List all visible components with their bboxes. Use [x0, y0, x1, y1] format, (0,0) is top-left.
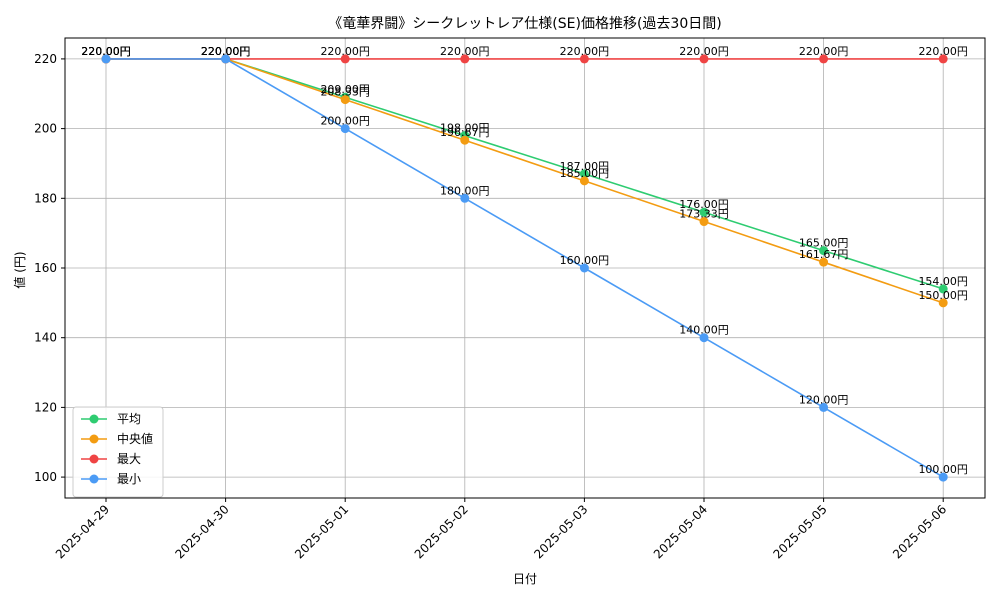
data-label: 160.00円	[560, 254, 610, 267]
data-point	[938, 284, 948, 294]
legend-swatch-marker	[89, 474, 99, 484]
data-label: 165.00円	[799, 237, 849, 250]
data-point	[699, 54, 709, 64]
y-tick-label: 200	[34, 122, 57, 136]
data-point	[340, 95, 350, 105]
y-tick-label: 100	[34, 470, 57, 484]
legend-swatch-marker	[89, 454, 99, 464]
data-label: 180.00円	[440, 184, 490, 197]
chart-title: 《竜華界闘》シークレットレア仕様(SE)価格推移(過去30日間)	[328, 15, 721, 32]
x-tick-label: 2025-05-02	[412, 502, 471, 561]
data-point	[699, 217, 709, 227]
data-point	[819, 402, 829, 412]
data-label: 220.00円	[201, 45, 251, 58]
data-point	[460, 135, 470, 145]
data-label: 220.00円	[201, 45, 251, 58]
legend-label: 平均	[117, 412, 141, 426]
legend-label: 中央値	[117, 431, 153, 446]
legend-swatch-marker	[89, 434, 99, 444]
x-tick-label: 2025-05-04	[651, 502, 710, 561]
data-label: 209.00円	[320, 83, 370, 96]
data-label: 220.00円	[560, 45, 610, 58]
data-label: 176.00円	[679, 198, 729, 211]
data-label: 150.00円	[918, 289, 968, 302]
data-point	[221, 54, 231, 64]
y-tick-label: 140	[34, 331, 57, 345]
data-label: 208.33円	[320, 86, 370, 99]
series-line	[106, 58, 944, 304]
y-tick-label: 220	[34, 52, 57, 66]
data-label: 200.00円	[320, 115, 370, 128]
data-label: 198.00円	[440, 122, 490, 135]
data-point	[699, 207, 709, 217]
data-label: 196.67円	[440, 126, 490, 139]
data-point	[101, 54, 111, 64]
grid-layer	[65, 38, 985, 498]
data-label: 220.00円	[201, 45, 251, 58]
data-point	[579, 169, 589, 179]
data-point	[938, 54, 948, 64]
series-layer	[101, 54, 948, 482]
data-point	[938, 472, 948, 482]
x-tick-label: 2025-05-03	[531, 502, 590, 561]
data-label: 161.67円	[799, 248, 849, 261]
data-label: 220.00円	[81, 45, 131, 58]
data-point	[579, 176, 589, 186]
data-label: 220.00円	[201, 45, 251, 58]
data-label: 220.00円	[799, 45, 849, 58]
data-labels-layer: 220.00円 220.00円 209.00円 198.00円 187.00円 176.0…	[81, 45, 968, 476]
series-line	[106, 58, 944, 478]
data-point	[699, 333, 709, 343]
data-label: 220.00円	[81, 45, 131, 58]
legend-box	[72, 406, 164, 498]
y-tick-label: 180	[34, 191, 57, 205]
axes-layer: 100 120 140 160 180 200 220 2025-04-29 2025-04-3…	[34, 37, 986, 561]
data-point	[938, 298, 948, 308]
data-label: 173.33円	[679, 208, 729, 221]
legend-swatch-marker	[89, 414, 99, 424]
legend-label: 最小	[117, 472, 141, 486]
legend-label: 最大	[117, 452, 141, 466]
data-point	[819, 257, 829, 267]
y-tick-label: 120	[34, 400, 57, 414]
x-tick-label: 2025-05-01	[292, 502, 351, 561]
data-label: 220.00円	[81, 45, 131, 58]
data-label: 220.00円	[679, 45, 729, 58]
data-label: 220.00円	[918, 45, 968, 58]
x-tick-label: 2025-04-29	[53, 502, 112, 561]
data-point	[340, 54, 350, 64]
data-label: 220.00円	[320, 45, 370, 58]
data-label: 140.00円	[679, 324, 729, 337]
x-tick-label: 2025-04-30	[173, 502, 232, 561]
data-label: 187.00円	[560, 160, 610, 173]
data-label: 100.00円	[918, 463, 968, 476]
y-tick-label: 160	[34, 261, 57, 275]
x-tick-label: 2025-05-06	[890, 502, 949, 561]
data-point	[460, 193, 470, 203]
data-label: 185.00円	[560, 167, 610, 180]
data-point	[819, 54, 829, 64]
data-label: 220.00円	[440, 45, 490, 58]
data-label: 220.00円	[81, 45, 131, 58]
data-label: 154.00円	[918, 275, 968, 288]
y-axis-label: 値 (円)	[12, 251, 27, 288]
data-point	[460, 54, 470, 64]
x-axis-label: 日付	[513, 572, 537, 586]
data-point	[819, 246, 829, 256]
x-tick-label: 2025-05-05	[771, 502, 830, 561]
data-point	[340, 124, 350, 134]
data-point	[579, 54, 589, 64]
data-label: 120.00円	[799, 393, 849, 406]
data-point	[579, 263, 589, 273]
